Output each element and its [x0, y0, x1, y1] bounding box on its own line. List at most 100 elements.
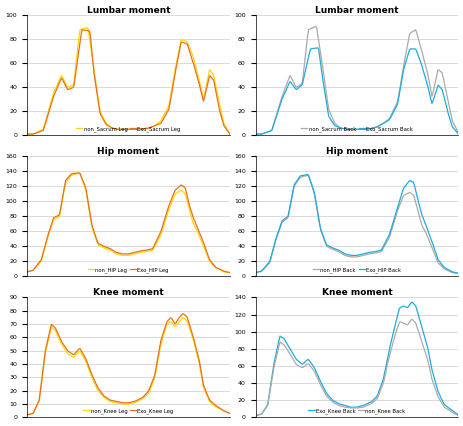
Exo_Sacrum Back: [252, 132, 258, 137]
Exo_Sacrum Leg: [79, 27, 85, 32]
Exo_Knee Back: [260, 408, 266, 413]
non_Sacrum Leg: [32, 130, 38, 135]
non_Sacrum Back: [264, 130, 270, 135]
non_HIP Leg: [218, 268, 223, 273]
Exo_Knee Leg: [62, 344, 68, 349]
Legend: non_Knee Leg, Exo_Knee Leg: non_Knee Leg, Exo_Knee Leg: [82, 407, 175, 415]
non_Knee Back: [438, 401, 444, 406]
Exo_Sacrum Leg: [218, 112, 223, 117]
Exo_Knee Back: [445, 406, 451, 411]
Exo_HIP Leg: [37, 260, 42, 265]
non_Sacrum Back: [260, 131, 266, 136]
Exo_HIP Leg: [210, 262, 216, 268]
non_HIP Leg: [210, 263, 216, 268]
non_Sacrum Back: [252, 132, 258, 137]
non_HIP Leg: [79, 177, 85, 182]
non_HIP Back: [307, 180, 313, 185]
Exo_HIP Back: [455, 271, 460, 276]
non_Knee Leg: [32, 407, 38, 412]
non_Knee Leg: [62, 346, 68, 351]
non_Knee Back: [290, 357, 295, 362]
Exo_Sacrum Leg: [227, 132, 232, 137]
non_HIP Leg: [76, 170, 81, 176]
Title: Lumbar moment: Lumbar moment: [87, 6, 170, 14]
non_Knee Back: [252, 413, 258, 418]
Exo_Knee Leg: [210, 401, 216, 406]
non_Knee Leg: [218, 407, 223, 412]
Exo_Sacrum Back: [438, 87, 444, 92]
non_HIP Back: [445, 269, 451, 274]
non_Knee Back: [264, 403, 270, 408]
non_Knee Back: [445, 408, 451, 413]
Line: Exo_Knee Back: Exo_Knee Back: [255, 302, 457, 416]
non_Sacrum Leg: [227, 132, 232, 137]
Exo_HIP Leg: [218, 267, 223, 272]
Title: Hip moment: Hip moment: [325, 147, 387, 155]
Exo_Sacrum Leg: [210, 78, 216, 83]
non_Sacrum Back: [438, 70, 444, 75]
Exo_Sacrum Leg: [37, 130, 42, 135]
non_HIP Back: [290, 188, 295, 193]
Line: non_Sacrum Leg: non_Sacrum Leg: [27, 28, 230, 134]
Exo_HIP Back: [260, 266, 266, 271]
Exo_Sacrum Back: [260, 131, 266, 136]
non_HIP Back: [264, 262, 270, 268]
non_HIP Leg: [227, 270, 232, 275]
Line: Exo_HIP Back: Exo_HIP Back: [255, 175, 457, 273]
Exo_Knee Back: [252, 413, 258, 418]
Exo_Sacrum Back: [455, 132, 460, 137]
Exo_HIP Leg: [227, 270, 232, 275]
Exo_HIP Leg: [79, 176, 85, 181]
Title: Knee moment: Knee moment: [93, 288, 163, 296]
non_Knee Leg: [180, 315, 185, 320]
Exo_Sacrum Back: [290, 83, 295, 88]
Legend: non_HIP Back, Exo_HIP Back: non_HIP Back, Exo_HIP Back: [311, 266, 401, 274]
Line: Exo_HIP Leg: Exo_HIP Leg: [27, 173, 230, 273]
non_Sacrum Back: [306, 26, 312, 32]
Legend: Exo_Knee Back, non_Knee Back: Exo_Knee Back, non_Knee Back: [307, 407, 406, 415]
non_Knee Back: [260, 409, 266, 414]
Legend: non_Sacrum Back, Exo_Sacrum Back: non_Sacrum Back, Exo_Sacrum Back: [300, 125, 413, 132]
Title: Lumbar moment: Lumbar moment: [314, 6, 398, 14]
Exo_Sacrum Leg: [24, 132, 30, 137]
Line: non_Knee Back: non_Knee Back: [255, 319, 457, 416]
Exo_Knee Back: [264, 402, 270, 407]
Exo_Knee Back: [438, 397, 444, 403]
non_Knee Leg: [37, 398, 42, 403]
Exo_Sacrum Leg: [78, 32, 84, 37]
non_HIP Leg: [24, 269, 30, 274]
Exo_Sacrum Leg: [32, 131, 38, 136]
Exo_Knee Leg: [180, 311, 185, 316]
Title: Knee moment: Knee moment: [321, 288, 392, 296]
Line: non_Sacrum Back: non_Sacrum Back: [255, 26, 457, 134]
non_Knee Back: [306, 363, 312, 368]
Exo_Sacrum Leg: [62, 81, 68, 86]
non_Sacrum Back: [455, 130, 460, 135]
non_Sacrum Leg: [24, 132, 30, 137]
non_Sacrum Back: [312, 24, 318, 29]
non_Sacrum Leg: [78, 27, 84, 32]
Exo_HIP Back: [252, 270, 258, 275]
non_Sacrum Back: [445, 104, 451, 109]
Exo_Knee Back: [290, 352, 295, 357]
Exo_Knee Leg: [227, 411, 232, 416]
non_HIP Back: [304, 173, 310, 178]
non_Sacrum Leg: [210, 73, 216, 78]
non_Sacrum Leg: [84, 25, 90, 30]
Exo_HIP Leg: [62, 182, 68, 187]
non_HIP Leg: [32, 265, 38, 271]
non_Knee Leg: [24, 412, 30, 417]
non_HIP Back: [260, 266, 266, 271]
Exo_HIP Leg: [76, 170, 81, 176]
non_Knee Leg: [78, 351, 84, 356]
Exo_HIP Leg: [24, 269, 30, 274]
Line: non_HIP Back: non_HIP Back: [255, 176, 457, 273]
Legend: non_Sacrum Leg, Exo_Sacrum Leg: non_Sacrum Leg, Exo_Sacrum Leg: [75, 125, 181, 132]
Exo_Knee Leg: [24, 412, 30, 417]
non_Knee Back: [408, 317, 413, 322]
non_Sacrum Leg: [218, 107, 223, 112]
Exo_Knee Leg: [218, 406, 223, 412]
Line: Exo_Sacrum Back: Exo_Sacrum Back: [255, 48, 457, 134]
Line: Exo_Sacrum Leg: Exo_Sacrum Leg: [27, 30, 230, 134]
non_Sacrum Leg: [62, 79, 68, 84]
